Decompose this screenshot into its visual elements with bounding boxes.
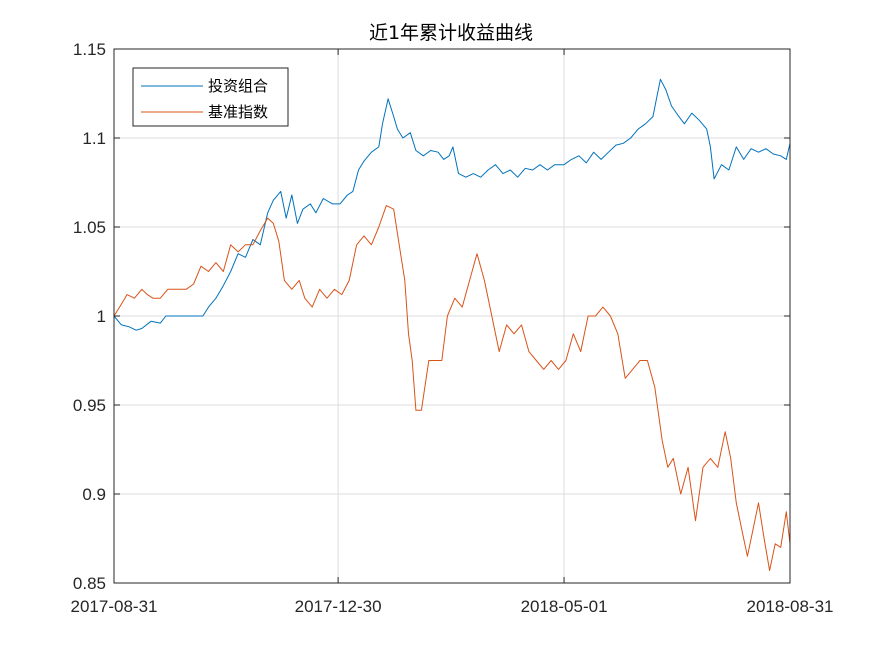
x-tick-label: 2018-08-31	[747, 597, 834, 616]
legend-box	[132, 67, 289, 127]
y-tick-label: 1	[97, 307, 106, 326]
ticks-layer: 0.85 0.9 0.95 1 1.05 1.1 1.15 2017-08-31 2017-12…	[71, 40, 834, 616]
y-tick-label: 0.85	[73, 574, 106, 593]
legend-label-benchmark: 基准指数	[208, 103, 268, 121]
legend-label-portfolio: 投资组合	[208, 77, 268, 95]
series-line-portfolio	[113, 78, 791, 331]
series-layer	[113, 78, 791, 571]
y-tick-label: 1.05	[73, 218, 106, 237]
y-tick-label: 1.15	[73, 40, 106, 59]
y-tick-label: 0.9	[82, 485, 106, 504]
legend: 投资组合 基准指数	[132, 67, 289, 127]
x-tick-label: 2018-05-01	[521, 597, 608, 616]
y-tick-label: 0.95	[73, 396, 106, 415]
y-tick-label: 1.1	[82, 129, 106, 148]
x-tick-label: 2017-12-30	[295, 597, 382, 616]
chart-title: 近1年累计收益曲线	[369, 22, 533, 44]
x-tick-label: 2017-08-31	[71, 597, 158, 616]
grid-layer	[113, 48, 791, 584]
series-line-benchmark	[113, 205, 791, 571]
